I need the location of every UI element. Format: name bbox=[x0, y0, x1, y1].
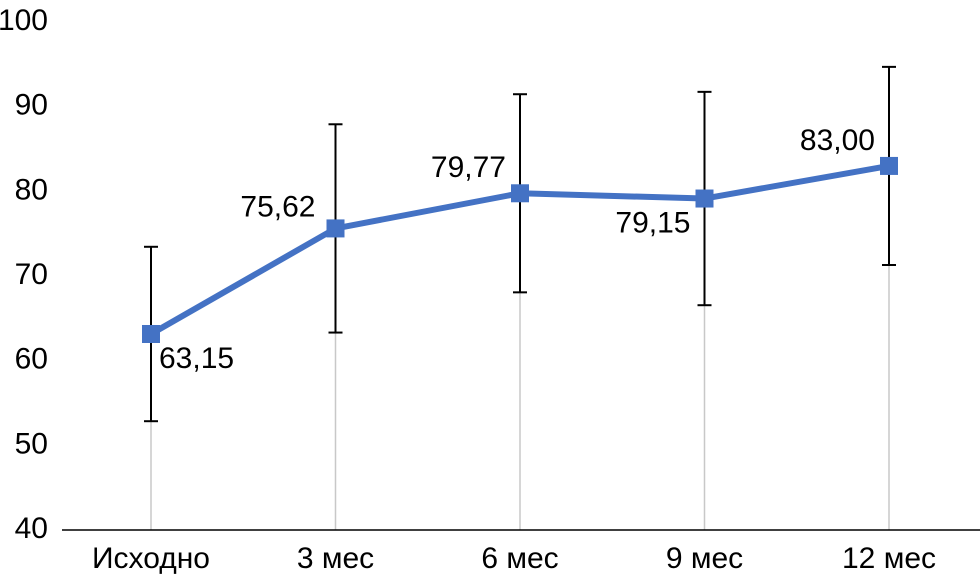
data-label: 83,00 bbox=[800, 124, 875, 157]
x-tick-label: 9 мес bbox=[666, 542, 743, 575]
x-tick-label: 12 мес bbox=[842, 542, 936, 575]
y-tick-label: 40 bbox=[15, 512, 48, 545]
y-tick-label: 80 bbox=[15, 173, 48, 206]
x-tick-label: Исходно bbox=[92, 542, 210, 575]
y-tick-label: 60 bbox=[15, 343, 48, 376]
marker bbox=[695, 189, 714, 208]
data-label: 79,15 bbox=[615, 206, 690, 239]
y-tick-label: 90 bbox=[15, 89, 48, 122]
y-tick-label: 70 bbox=[15, 258, 48, 291]
marker bbox=[880, 156, 898, 175]
marker bbox=[142, 324, 160, 343]
data-label: 75,62 bbox=[240, 190, 315, 223]
marker bbox=[326, 219, 345, 238]
data-label: 79,77 bbox=[431, 151, 506, 184]
data-label: 63,15 bbox=[159, 342, 234, 375]
y-tick-label: 50 bbox=[15, 427, 48, 460]
x-tick-label: 6 мес bbox=[481, 542, 558, 575]
marker bbox=[511, 184, 529, 203]
x-tick-label: 3 мес bbox=[297, 542, 374, 575]
y-tick-label: 100 bbox=[0, 4, 48, 37]
